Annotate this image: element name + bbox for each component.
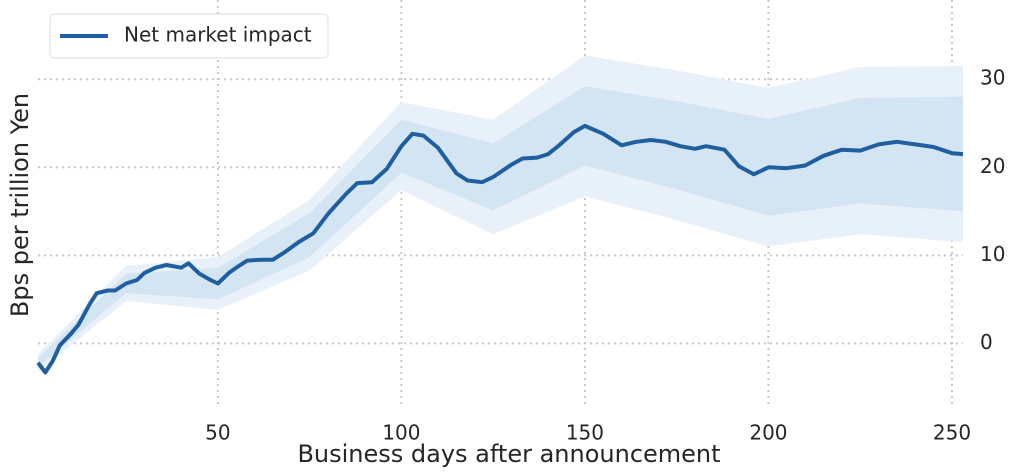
y-axis-label: Bps per trillion Yen [6,93,34,317]
x-axis-label: Business days after announcement [297,440,720,468]
confidence-band [38,55,963,372]
y-tick-label: 10 [980,242,1005,266]
legend-label: Net market impact [124,23,312,47]
line [36,123,964,375]
y-tick-label: 30 [980,66,1005,90]
y-tick-label: 20 [980,154,1005,178]
bands [38,55,963,372]
x-tick-label: 150 [566,421,604,445]
legend: Net market impact [49,13,329,59]
legend-box [49,13,329,59]
x-tick-label: 200 [749,421,787,445]
x-tick-label: 50 [205,421,230,445]
x-tick-label: 100 [382,421,420,445]
y-tick-label: 0 [980,330,993,354]
x-tick-label: 250 [933,421,971,445]
